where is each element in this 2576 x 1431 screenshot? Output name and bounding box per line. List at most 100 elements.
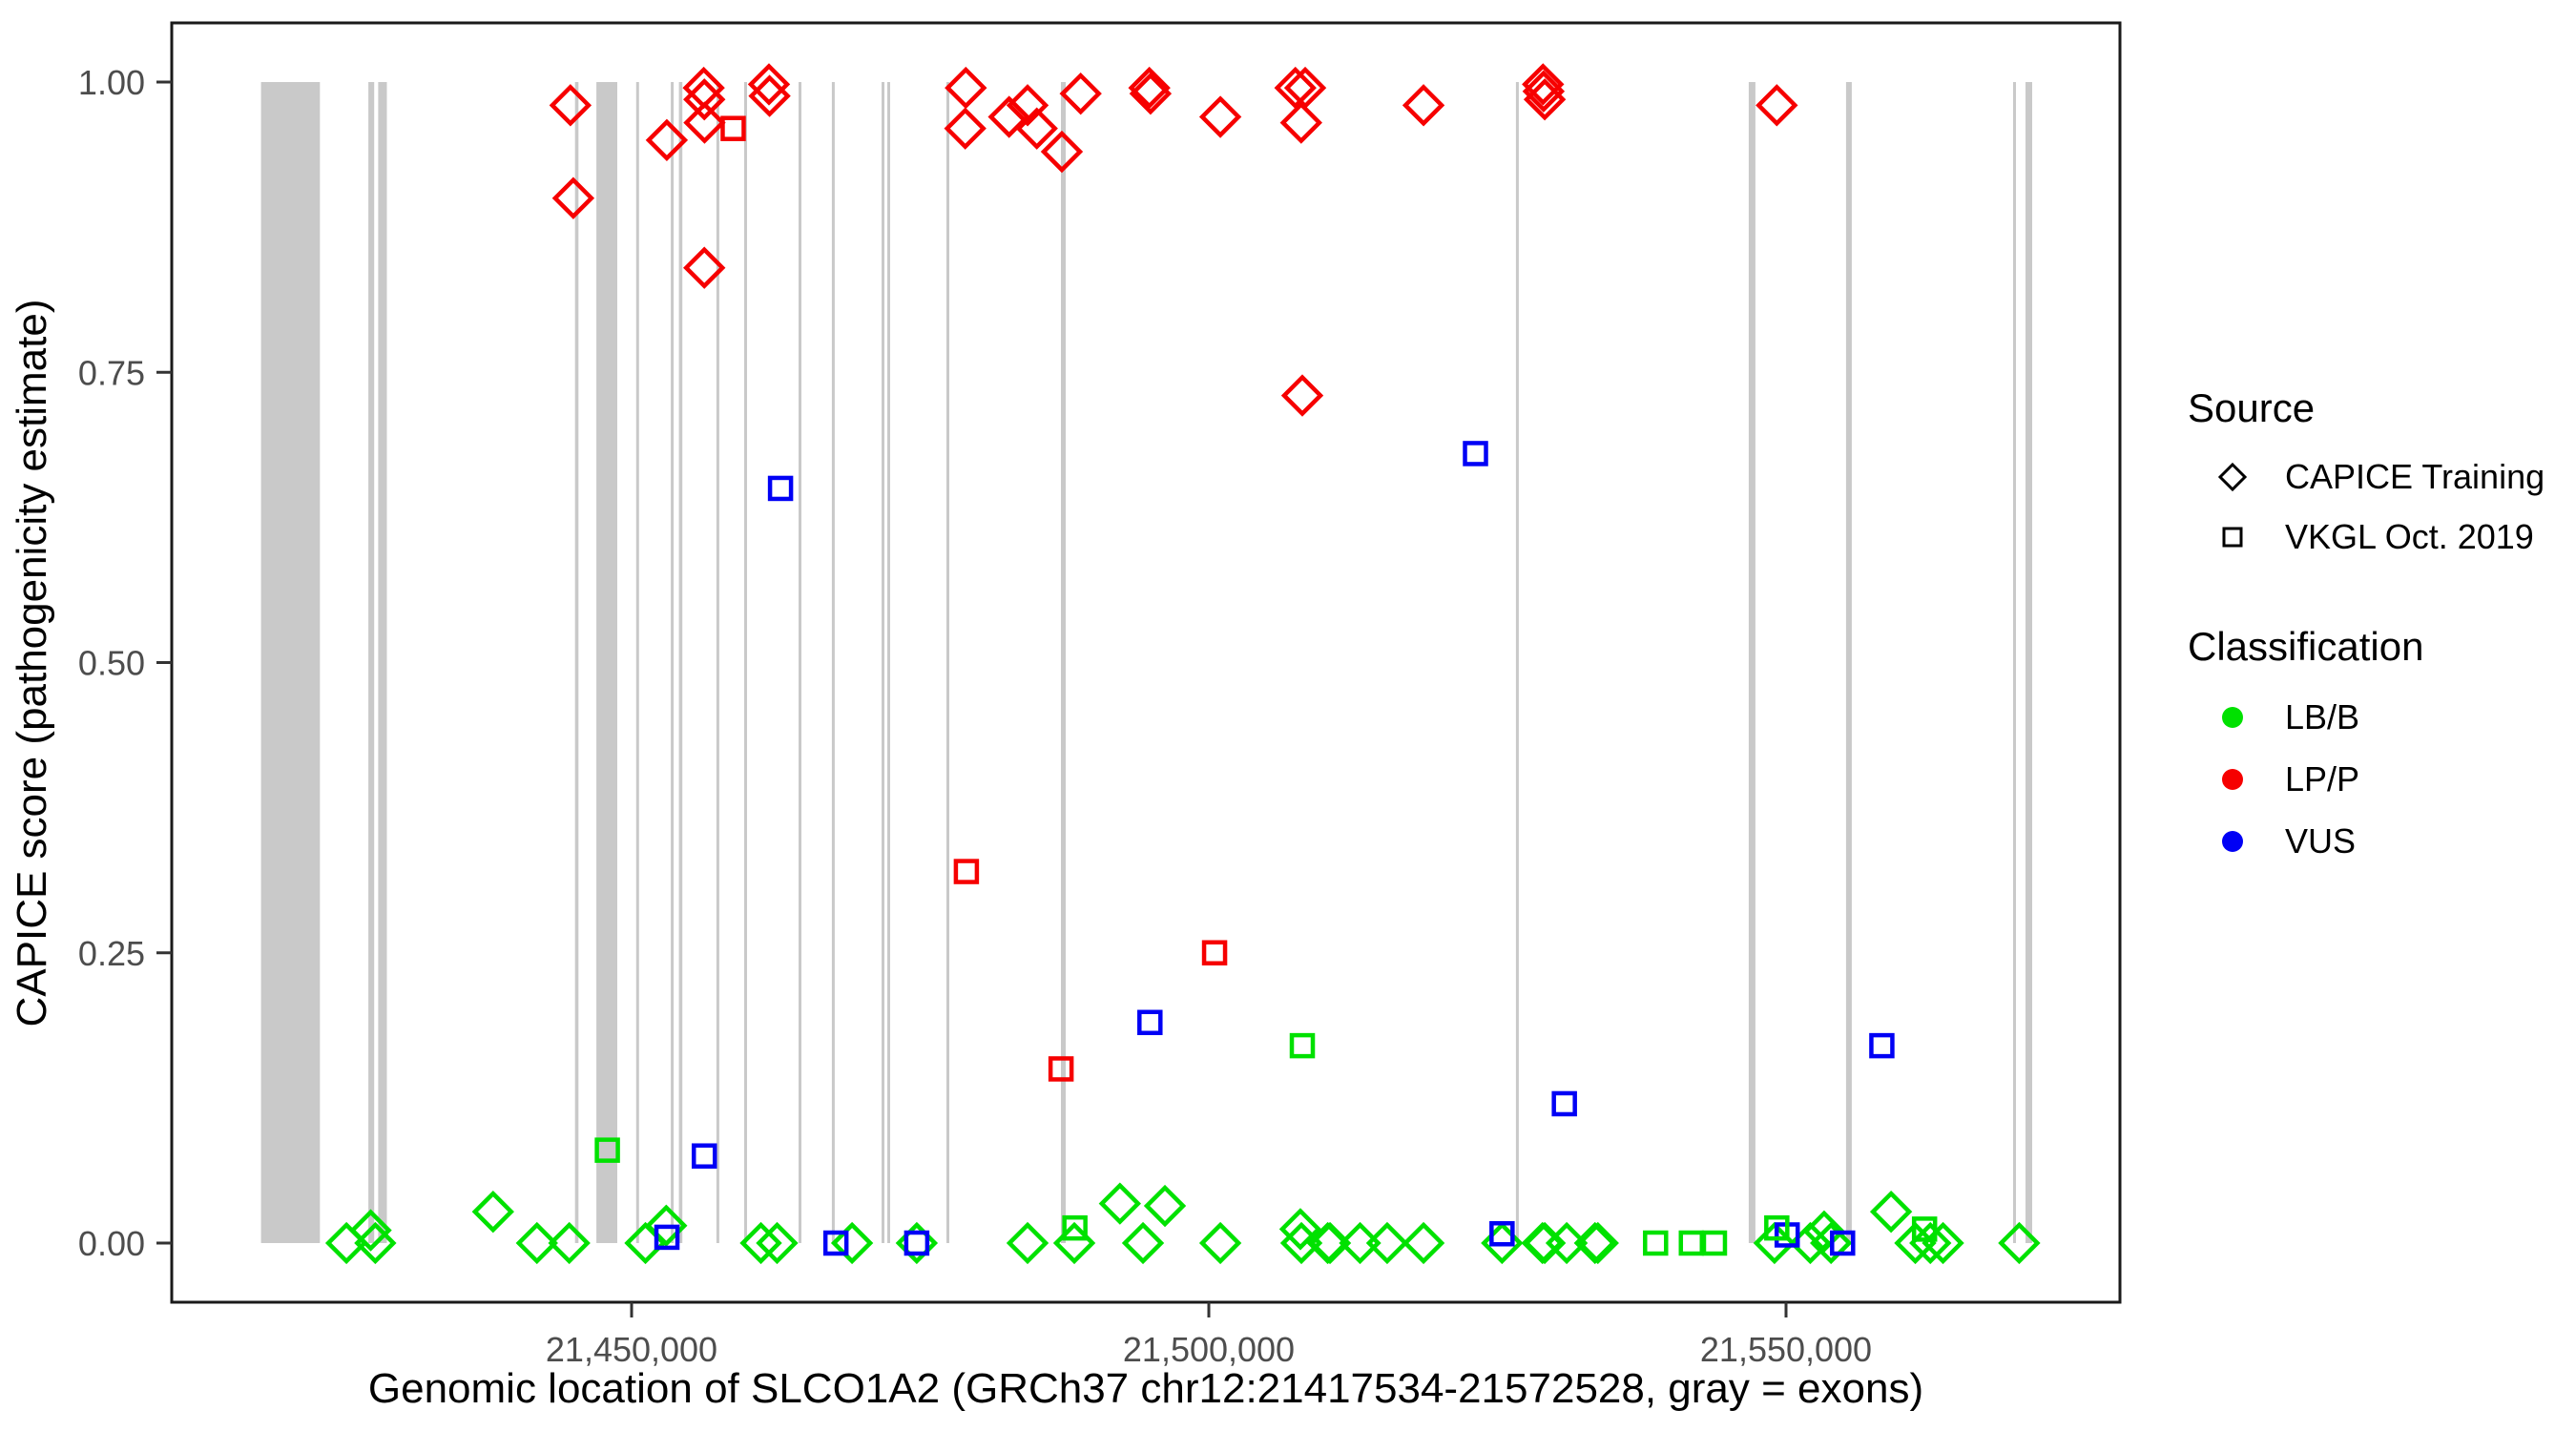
data-point-diamond <box>1006 1221 1049 1265</box>
data-point-diamond <box>1894 1221 1937 1265</box>
legend-key-diamond-icon <box>2217 462 2248 492</box>
exon-bars-layer <box>260 82 2032 1243</box>
data-point-diamond <box>354 1221 397 1265</box>
x-axis-title: Genomic location of SLCO1A2 (GRCh37 chr1… <box>368 1365 1923 1412</box>
data-point-diamond <box>549 84 592 127</box>
data-point-diamond <box>1098 1182 1142 1225</box>
legend: Source CAPICE Training VKGL Oct. 2019 Cla… <box>2188 385 2545 861</box>
legend-classification-item-label: VUS <box>2285 821 2356 861</box>
legend-key-square-icon <box>2222 527 2243 548</box>
exon-bar <box>716 82 719 1243</box>
data-point-diamond <box>1523 1221 1567 1265</box>
data-point-square <box>1551 1090 1577 1117</box>
data-points-layer <box>324 63 2041 1265</box>
data-point-diamond <box>945 66 987 110</box>
data-point-diamond <box>1308 1221 1352 1265</box>
data-point-square <box>1489 1221 1515 1247</box>
exon-bar <box>260 82 321 1243</box>
data-point-diamond <box>515 1221 558 1265</box>
y-axis-tick-label: 0.50 <box>78 644 145 683</box>
data-point-square <box>654 1224 680 1251</box>
exon-bar <box>2025 82 2032 1243</box>
data-point-diamond <box>683 101 726 144</box>
data-point-diamond <box>1402 84 1445 127</box>
legend-classification-title: Classification <box>2188 624 2423 669</box>
data-point-diamond <box>1802 1210 1846 1254</box>
data-point-square <box>1137 1009 1163 1036</box>
data-point-diamond <box>1278 1208 1322 1251</box>
exon-bar <box>744 82 747 1243</box>
exon-bar <box>596 82 617 1243</box>
data-point-diamond <box>1402 1221 1445 1265</box>
data-point-diamond <box>1909 1221 1952 1265</box>
data-point-square <box>720 115 746 141</box>
exon-bar <box>574 82 579 1243</box>
data-point-diamond <box>1545 1221 1589 1265</box>
data-point-diamond <box>1274 66 1317 110</box>
data-point-diamond <box>1998 1221 2041 1265</box>
data-point-diamond <box>1522 70 1566 113</box>
data-point-diamond <box>1143 1184 1187 1228</box>
legend-source-item-label: VKGL Oct. 2019 <box>2285 517 2534 556</box>
exon-bar <box>1748 82 1755 1243</box>
exon-bar <box>635 82 639 1243</box>
data-point-square <box>594 1137 620 1163</box>
data-point-diamond <box>1922 1221 1964 1265</box>
x-axis-tick-label: 21,550,000 <box>1700 1330 1872 1369</box>
data-point-diamond <box>1059 72 1102 115</box>
legend-key-circle-icon <box>2222 831 2243 852</box>
data-point-square <box>1911 1216 1938 1242</box>
data-point-diamond <box>1521 1221 1564 1265</box>
data-point-square <box>1701 1230 1728 1256</box>
legend-key-circle-icon <box>2222 769 2243 790</box>
axes-layer: 21,450,000 21,500,000 21,550,000 0.00 0.25 0.… <box>78 63 1872 1369</box>
data-point-square <box>1764 1214 1790 1241</box>
legend-classification-item-label: LP/P <box>2285 759 2359 798</box>
data-point-diamond <box>748 74 791 117</box>
legend-source-items: CAPICE Training VKGL Oct. 2019 <box>2217 457 2545 556</box>
data-point-square <box>1463 441 1488 467</box>
data-point-diamond <box>683 78 726 121</box>
data-point-diamond <box>349 1209 392 1252</box>
data-point-square <box>1062 1214 1088 1241</box>
exon-bar <box>378 82 387 1243</box>
data-point-diamond <box>1869 1190 1913 1234</box>
legend-classification-items: LB/B LP/P VUS <box>2222 697 2359 861</box>
legend-classification-item-label: LB/B <box>2285 697 2359 736</box>
y-axis-tick-label: 1.00 <box>78 63 145 102</box>
legend-source-item-label: CAPICE Training <box>2285 457 2545 496</box>
data-point-diamond <box>471 1190 514 1234</box>
data-point-diamond <box>1365 1221 1409 1265</box>
data-point-diamond <box>1040 130 1084 174</box>
data-point-square <box>767 475 794 502</box>
data-point-diamond <box>548 1221 591 1265</box>
data-point-diamond <box>551 176 595 219</box>
exon-bar <box>887 82 890 1243</box>
exon-bar <box>946 82 949 1243</box>
exon-bar <box>2013 82 2016 1243</box>
y-axis-title: CAPICE score (pathogenicity estimate) <box>9 300 55 1027</box>
exon-bar <box>671 82 675 1243</box>
y-axis-tick-label: 0.25 <box>78 934 145 973</box>
plot-panel-border <box>170 21 2122 1304</box>
data-point-diamond <box>1810 1221 1853 1265</box>
x-axis-tick-label: 21,500,000 <box>1123 1330 1295 1369</box>
data-point-diamond <box>987 95 1030 138</box>
data-point-square <box>1201 940 1228 965</box>
data-point-diamond <box>1121 1221 1165 1265</box>
data-point-diamond <box>1129 72 1173 115</box>
exon-bar <box>799 82 801 1243</box>
data-point-square <box>904 1230 930 1256</box>
y-axis-tick-label: 0.00 <box>78 1224 145 1263</box>
exon-bar <box>678 82 683 1243</box>
data-point-square <box>1289 1032 1316 1059</box>
x-axis-tick-label: 21,450,000 <box>546 1330 717 1369</box>
exon-bar <box>882 82 884 1243</box>
data-point-diamond <box>895 1221 939 1265</box>
exon-bar <box>368 82 375 1243</box>
data-point-square <box>691 1143 717 1169</box>
data-point-diamond <box>747 63 791 106</box>
data-point-diamond <box>944 107 987 150</box>
data-point-diamond <box>1198 1221 1242 1265</box>
